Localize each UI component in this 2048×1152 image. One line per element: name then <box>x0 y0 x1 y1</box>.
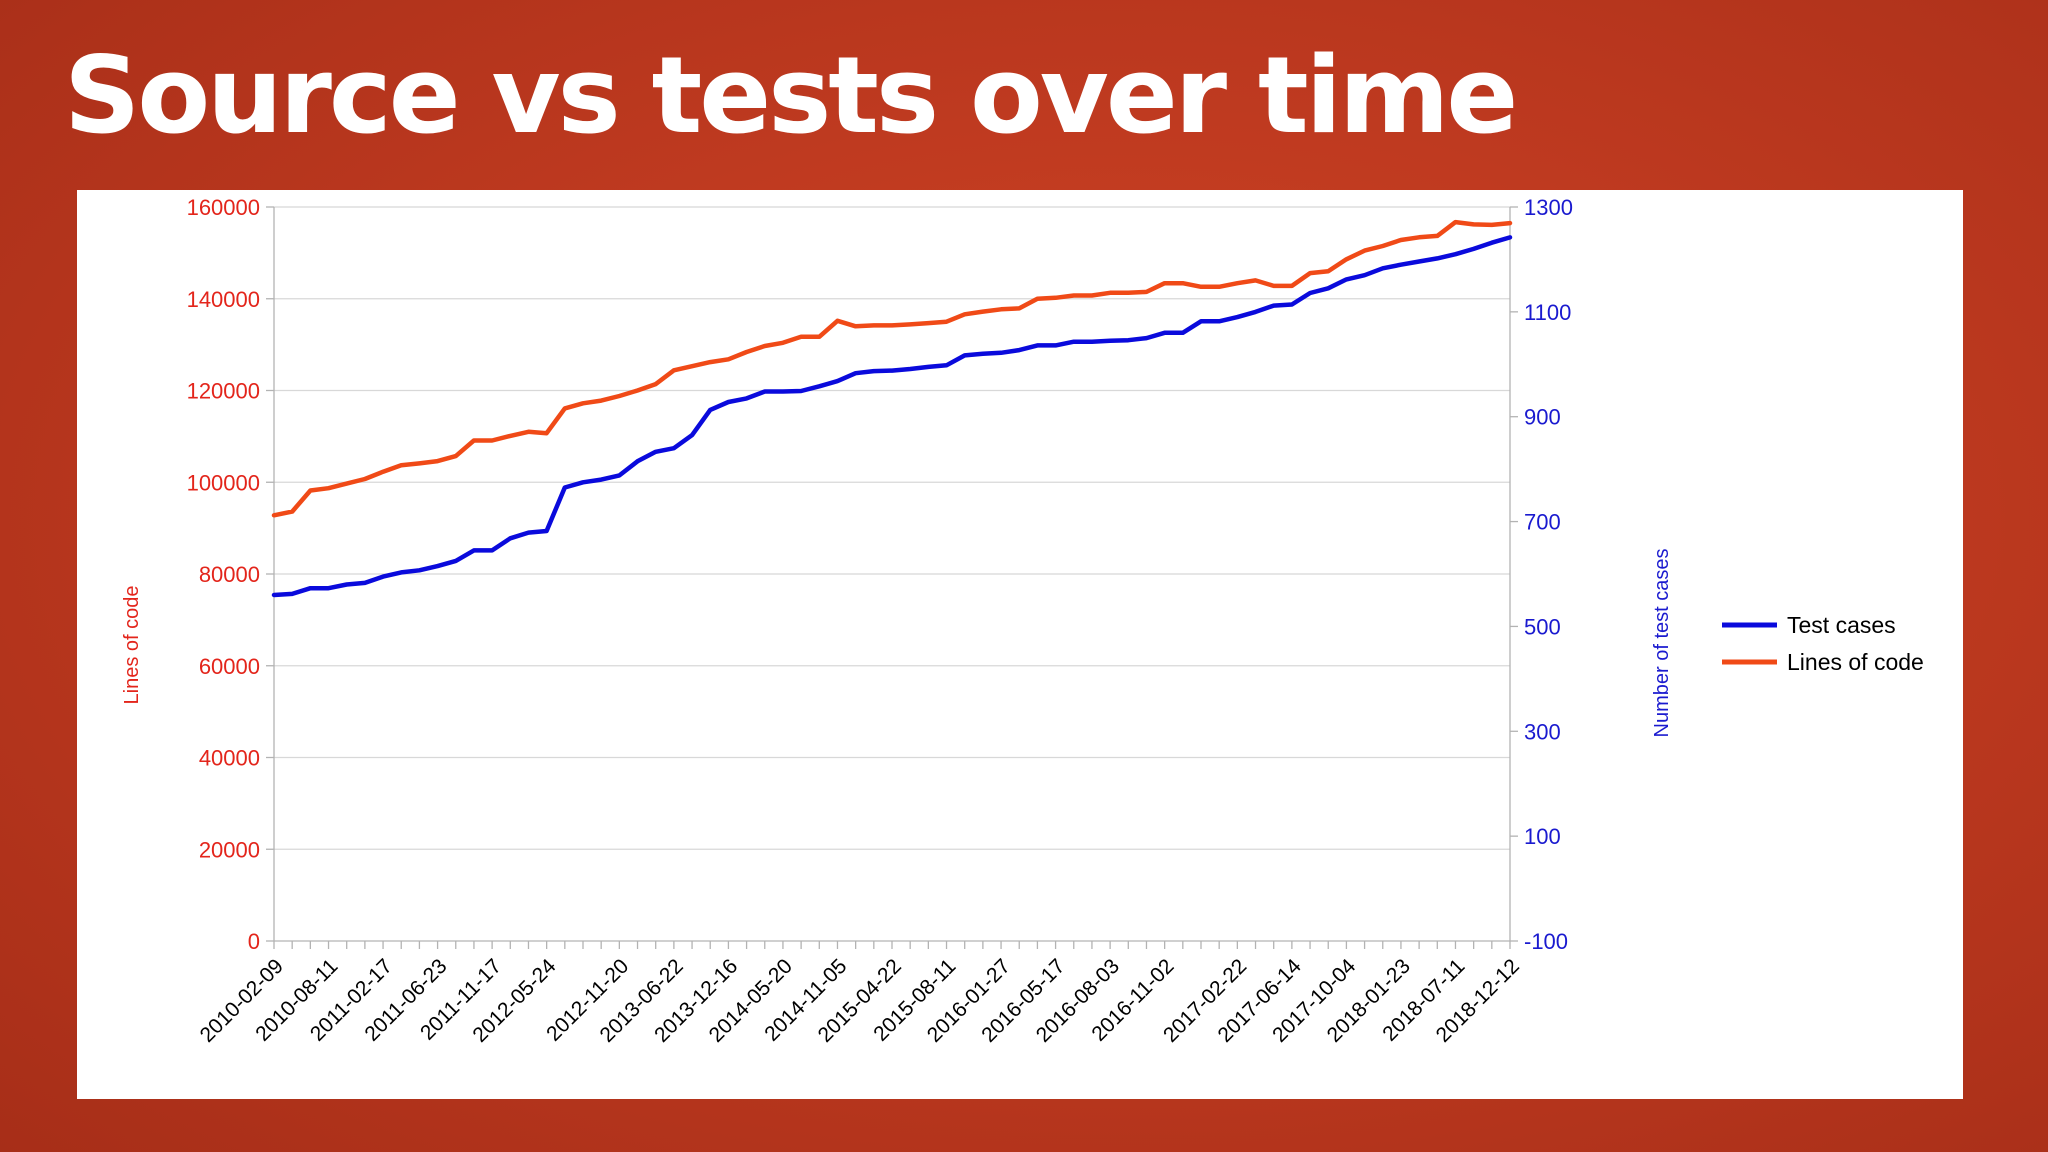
y-tick-label-left: 60000 <box>199 654 260 679</box>
y-tick-label-left: 80000 <box>199 562 260 587</box>
y-tick-label-left: 120000 <box>187 379 260 404</box>
series-lines <box>271 219 1513 598</box>
axes <box>266 206 1518 949</box>
slide-title: Source vs tests over time <box>64 34 1518 157</box>
y-tick-label-left: 40000 <box>199 746 260 771</box>
y-tick-label-left: 160000 <box>187 195 260 220</box>
legend-label-lines-of-code: Lines of code <box>1787 649 1924 675</box>
y-tick-label-right: -100 <box>1524 929 1568 954</box>
y-tick-label-right: 700 <box>1524 510 1561 535</box>
y-tick-label-right: 1300 <box>1524 195 1573 220</box>
y-tick-label-right: 300 <box>1524 719 1561 744</box>
y-tick-label-right: 1100 <box>1524 300 1571 325</box>
legend: Test cases Lines of code <box>1722 612 1924 675</box>
series-line-lines-of-code <box>271 219 1513 518</box>
y-tick-label-right: 100 <box>1524 824 1561 849</box>
tick-labels: 0 20000 40000 60000 80000 100000 120000 140000 1… <box>187 195 1573 1047</box>
gridlines <box>274 206 1510 850</box>
y-axis-title-left: Lines of code <box>121 586 143 705</box>
series-line-test-cases <box>271 235 1513 598</box>
line-chart: 0 20000 40000 60000 80000 100000 120000 140000 1… <box>121 195 1924 1047</box>
chart-panel: 0 20000 40000 60000 80000 100000 120000 140000 1… <box>77 190 1963 1099</box>
y-tick-label-right: 900 <box>1524 405 1561 430</box>
y-tick-label-left: 100000 <box>187 470 260 495</box>
y-tick-label-left: 20000 <box>199 837 260 862</box>
y-tick-label-left: 140000 <box>187 287 260 312</box>
legend-label-test-cases: Test cases <box>1787 612 1896 638</box>
y-axis-title-right: Number of test cases <box>1651 549 1673 738</box>
y-tick-label-left: 0 <box>248 929 260 954</box>
y-tick-label-right: 500 <box>1524 614 1561 639</box>
